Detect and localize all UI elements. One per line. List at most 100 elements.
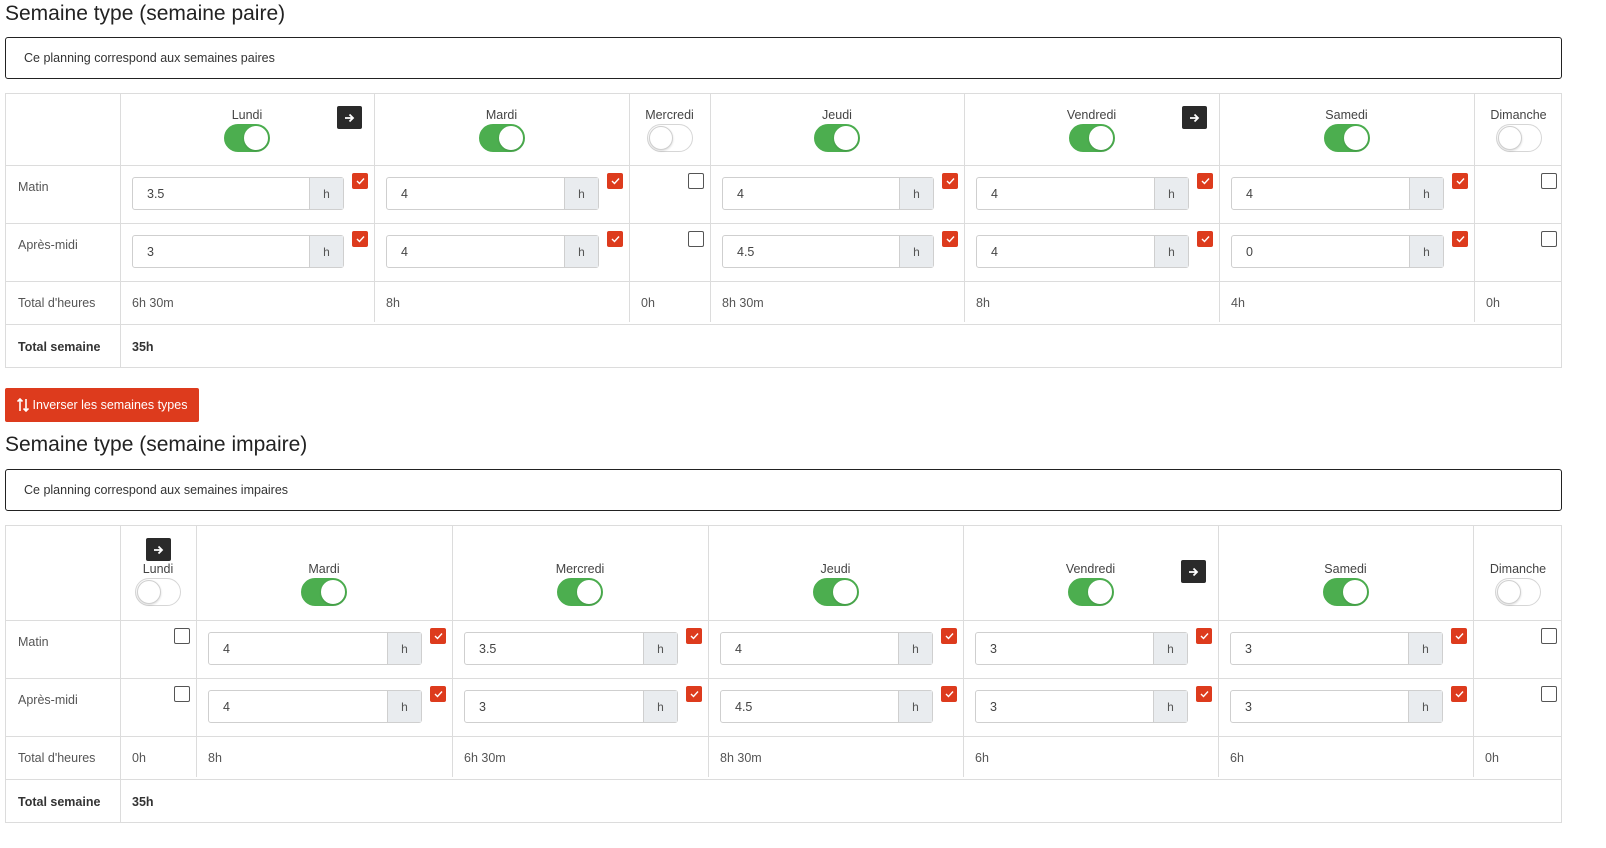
afternoon-checkbox-mercredi[interactable] bbox=[688, 231, 704, 247]
afternoon-checkbox-samedi[interactable] bbox=[1452, 231, 1468, 247]
afternoon-hours-input-jeudi[interactable]: 4.5 h bbox=[720, 690, 933, 723]
copy-day-button[interactable] bbox=[1181, 560, 1206, 583]
day-name-jeudi: Jeudi bbox=[820, 562, 851, 576]
day-toggle-mardi[interactable] bbox=[478, 124, 525, 152]
afternoon-checkbox-jeudi[interactable] bbox=[941, 686, 957, 702]
afternoon-hours-value[interactable]: 0 bbox=[1246, 244, 1253, 259]
morning-checkbox-mardi[interactable] bbox=[430, 628, 446, 644]
check-icon bbox=[434, 691, 443, 698]
day-toggle-dimanche[interactable] bbox=[1495, 578, 1541, 606]
afternoon-checkbox-vendredi[interactable] bbox=[1197, 231, 1213, 247]
afternoon-checkbox-mercredi[interactable] bbox=[686, 686, 702, 702]
morning-checkbox-samedi[interactable] bbox=[1452, 173, 1468, 189]
afternoon-hours-value[interactable]: 4 bbox=[401, 244, 408, 259]
morning-hours-value[interactable]: 3 bbox=[990, 641, 997, 656]
day-toggle-vendredi[interactable] bbox=[1068, 124, 1115, 152]
column-divider bbox=[1473, 526, 1474, 777]
afternoon-checkbox-samedi[interactable] bbox=[1451, 686, 1467, 702]
afternoon-hours-value[interactable]: 4.5 bbox=[735, 699, 753, 714]
morning-hours-value[interactable]: 4 bbox=[401, 186, 408, 201]
afternoon-checkbox-mardi[interactable] bbox=[607, 231, 623, 247]
day-toggle-lundi[interactable] bbox=[224, 124, 270, 152]
toggle-knob bbox=[834, 126, 858, 150]
afternoon-checkbox-lundi[interactable] bbox=[174, 686, 190, 702]
morning-checkbox-vendredi[interactable] bbox=[1197, 173, 1213, 189]
day-toggle-jeudi[interactable] bbox=[812, 578, 859, 606]
toggle-knob bbox=[498, 126, 523, 150]
day-toggle-mardi[interactable] bbox=[301, 578, 347, 606]
afternoon-hours-value[interactable]: 4 bbox=[991, 244, 998, 259]
morning-checkbox-jeudi[interactable] bbox=[941, 628, 957, 644]
copy-day-button[interactable] bbox=[146, 538, 171, 561]
afternoon-checkbox-dimanche[interactable] bbox=[1541, 686, 1557, 702]
afternoon-checkbox-vendredi[interactable] bbox=[1196, 686, 1212, 702]
afternoon-checkbox-mardi[interactable] bbox=[430, 686, 446, 702]
day-toggle-samedi[interactable] bbox=[1322, 578, 1369, 606]
copy-day-button[interactable] bbox=[1182, 106, 1207, 129]
morning-checkbox-lundi[interactable] bbox=[352, 173, 368, 189]
day-total-mercredi: 6h 30m bbox=[464, 750, 506, 765]
morning-hours-input-mercredi[interactable]: 3.5 h bbox=[464, 632, 678, 665]
afternoon-hours-value[interactable]: 3 bbox=[147, 244, 154, 259]
afternoon-checkbox-lundi[interactable] bbox=[352, 231, 368, 247]
copy-day-button[interactable] bbox=[337, 106, 362, 129]
afternoon-hours-input-jeudi[interactable]: 4.5 h bbox=[722, 235, 934, 268]
day-toggle-jeudi[interactable] bbox=[814, 124, 860, 152]
morning-checkbox-dimanche[interactable] bbox=[1541, 173, 1557, 189]
morning-hours-value[interactable]: 3 bbox=[1245, 641, 1252, 656]
morning-checkbox-jeudi[interactable] bbox=[942, 173, 958, 189]
morning-checkbox-mercredi[interactable] bbox=[688, 173, 704, 189]
afternoon-hours-value[interactable]: 3 bbox=[1245, 699, 1252, 714]
hours-unit: h bbox=[1409, 178, 1443, 209]
morning-hours-value[interactable]: 4 bbox=[223, 641, 230, 656]
morning-hours-value[interactable]: 4 bbox=[1246, 186, 1253, 201]
morning-hours-value[interactable]: 3.5 bbox=[147, 186, 165, 201]
day-toggle-samedi[interactable] bbox=[1323, 124, 1370, 152]
row-label-week-total: Total semaine bbox=[18, 339, 101, 354]
morning-checkbox-vendredi[interactable] bbox=[1196, 628, 1212, 644]
afternoon-checkbox-jeudi[interactable] bbox=[942, 231, 958, 247]
morning-hours-value[interactable]: 4 bbox=[737, 186, 744, 201]
day-toggle-mercredi[interactable] bbox=[557, 578, 603, 606]
afternoon-checkbox-dimanche[interactable] bbox=[1541, 231, 1557, 247]
day-toggle-lundi[interactable] bbox=[135, 578, 181, 606]
morning-checkbox-mardi[interactable] bbox=[607, 173, 623, 189]
day-name-mardi: Mardi bbox=[308, 562, 340, 576]
afternoon-hours-value[interactable]: 4.5 bbox=[737, 244, 755, 259]
afternoon-hours-value[interactable]: 3 bbox=[990, 699, 997, 714]
afternoon-hours-value[interactable]: 4 bbox=[223, 699, 230, 714]
arrow-right-icon bbox=[1189, 567, 1199, 576]
morning-hours-input-lundi[interactable]: 3.5 h bbox=[132, 177, 344, 210]
morning-checkbox-lundi[interactable] bbox=[174, 628, 190, 644]
morning-hours-value[interactable]: 4 bbox=[735, 641, 742, 656]
hours-unit: h bbox=[1154, 178, 1188, 209]
morning-hours-value[interactable]: 4 bbox=[991, 186, 998, 201]
morning-checkbox-samedi[interactable] bbox=[1451, 628, 1467, 644]
invert-weeks-button[interactable]: Inverser les semaines types bbox=[5, 388, 199, 422]
row-divider bbox=[6, 620, 1561, 621]
morning-checkbox-mercredi[interactable] bbox=[686, 628, 702, 644]
day-toggle-dimanche[interactable] bbox=[1495, 124, 1542, 152]
morning-checkbox-dimanche[interactable] bbox=[1541, 628, 1557, 644]
row-divider bbox=[6, 165, 1561, 166]
day-toggle-mercredi[interactable] bbox=[646, 124, 693, 152]
morning-hours-value[interactable]: 3.5 bbox=[479, 641, 497, 656]
afternoon-hours-value[interactable]: 3 bbox=[479, 699, 486, 714]
day-toggle-vendredi[interactable] bbox=[1067, 578, 1114, 606]
